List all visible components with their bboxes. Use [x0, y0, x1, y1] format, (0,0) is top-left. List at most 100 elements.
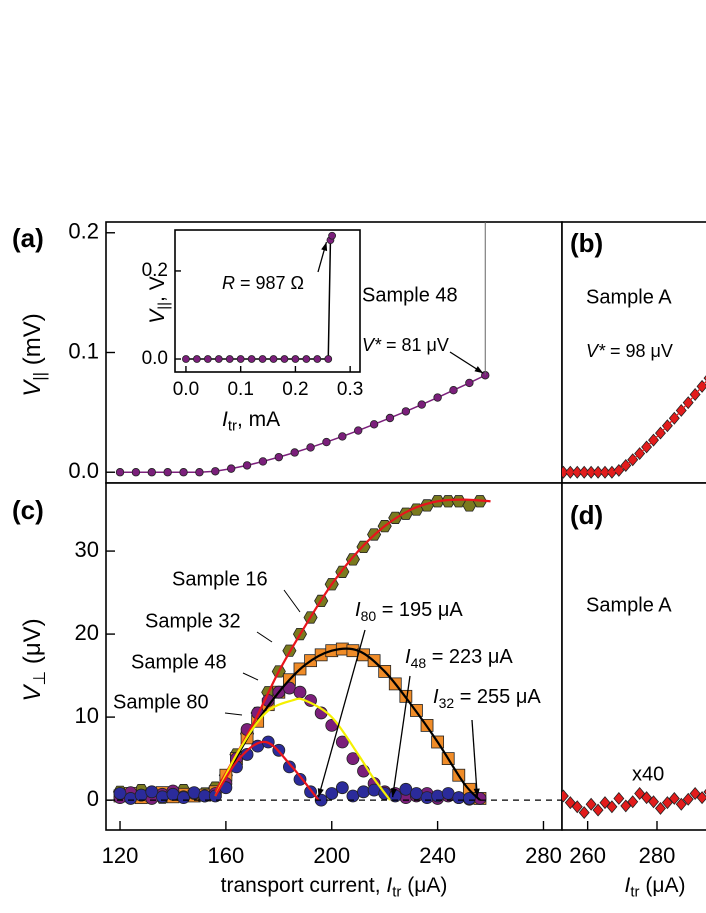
plot-area	[562, 787, 706, 820]
x-tick-label: 260	[569, 843, 606, 868]
x-tick-label: 0.0	[173, 379, 199, 400]
data-point	[627, 795, 639, 809]
series-label: Sample 16	[172, 568, 268, 590]
panel-label: (c)	[12, 495, 44, 525]
data-line	[185, 235, 333, 360]
data-point	[420, 791, 434, 805]
data-point	[613, 791, 625, 805]
y-tick-label: 0	[87, 786, 99, 811]
text-part: tr	[228, 417, 237, 434]
x-tick-label: 200	[313, 843, 350, 868]
data-point	[322, 437, 331, 447]
data-point	[195, 468, 204, 477]
data-point	[291, 355, 300, 363]
data-point	[654, 801, 666, 815]
y-tick-label: 0.2	[142, 260, 168, 281]
sample-label: Sample A	[586, 594, 672, 616]
text-part: V	[19, 684, 46, 702]
data-point	[115, 468, 125, 477]
data-point	[192, 355, 201, 363]
data-point	[166, 787, 180, 801]
text-part: = 223 μA	[426, 646, 513, 668]
x-tick-label: 280	[525, 843, 562, 868]
x-axis-label: Itr, mA	[222, 408, 280, 435]
data-point	[324, 355, 333, 363]
label-leader	[256, 631, 273, 643]
data-point	[258, 355, 267, 363]
arrow-head	[321, 242, 328, 252]
data-point	[578, 806, 590, 820]
data-point	[225, 355, 234, 363]
data-point	[562, 789, 569, 803]
data-point	[401, 407, 411, 416]
data-point	[240, 748, 254, 761]
arrow-head	[317, 788, 324, 798]
y-axis-label: V||, V	[146, 276, 173, 324]
text-part: , mA	[237, 408, 280, 431]
data-point	[452, 791, 466, 805]
text-part: = 195 μA	[376, 599, 463, 621]
data-point	[124, 792, 138, 805]
text-part: I	[386, 874, 392, 897]
data-point	[247, 355, 256, 363]
text-part: tr	[630, 883, 639, 900]
text-part: ||	[31, 372, 50, 381]
x-tick-label: 280	[639, 843, 676, 868]
text-part: transport current,	[221, 874, 387, 897]
data-point	[634, 787, 646, 800]
data-point	[385, 413, 395, 423]
data-point	[283, 760, 296, 774]
data-point	[155, 790, 169, 804]
data-point	[179, 468, 188, 477]
text-part: = 255 μA	[454, 686, 541, 708]
data-point	[258, 457, 268, 466]
sample-label: Sample A	[586, 286, 672, 308]
data-point	[661, 796, 673, 810]
fit-curve	[214, 647, 481, 801]
text-part: = 81 μV	[381, 335, 449, 355]
data-point	[338, 432, 347, 441]
y-tick-label: 0.1	[68, 338, 99, 363]
data-point	[449, 386, 458, 395]
y-tick-label: 20	[75, 620, 99, 645]
x-axis-label: Itr (μA)	[625, 874, 686, 901]
vstar-label: V* = 98 μV	[586, 341, 673, 361]
data-point	[306, 443, 315, 452]
fit-curve	[214, 740, 320, 801]
data-point	[346, 752, 360, 766]
data-point	[620, 799, 632, 813]
data-point	[313, 355, 322, 363]
data-point	[417, 400, 426, 409]
text-part: (μA)	[640, 874, 686, 897]
label-leader	[283, 589, 301, 613]
data-point	[648, 795, 660, 809]
data-point	[274, 452, 284, 462]
data-point	[696, 791, 706, 805]
data-point	[462, 792, 476, 805]
text-part: V	[19, 379, 46, 397]
arrow-head	[474, 366, 484, 374]
data-point	[177, 791, 190, 805]
data-point	[269, 355, 278, 363]
data-point	[641, 791, 653, 805]
data-point	[606, 800, 618, 814]
data-point	[465, 378, 474, 388]
text-part: R	[222, 273, 235, 293]
annotation-arrow	[391, 675, 411, 798]
text-part: I	[355, 599, 361, 621]
fit-curve	[214, 498, 491, 793]
annotation-arrow	[317, 629, 366, 798]
data-point	[290, 448, 299, 457]
data-point	[675, 797, 687, 811]
data-point	[585, 797, 597, 811]
plot-area	[562, 375, 706, 479]
text-part: V*	[362, 335, 382, 355]
inset-frame	[174, 229, 361, 373]
series-label: Sample 48	[362, 284, 458, 306]
data-point	[689, 787, 701, 800]
data-point	[280, 355, 289, 363]
data-point	[163, 468, 172, 477]
data-point	[592, 803, 604, 817]
text-part: 80	[361, 608, 377, 624]
